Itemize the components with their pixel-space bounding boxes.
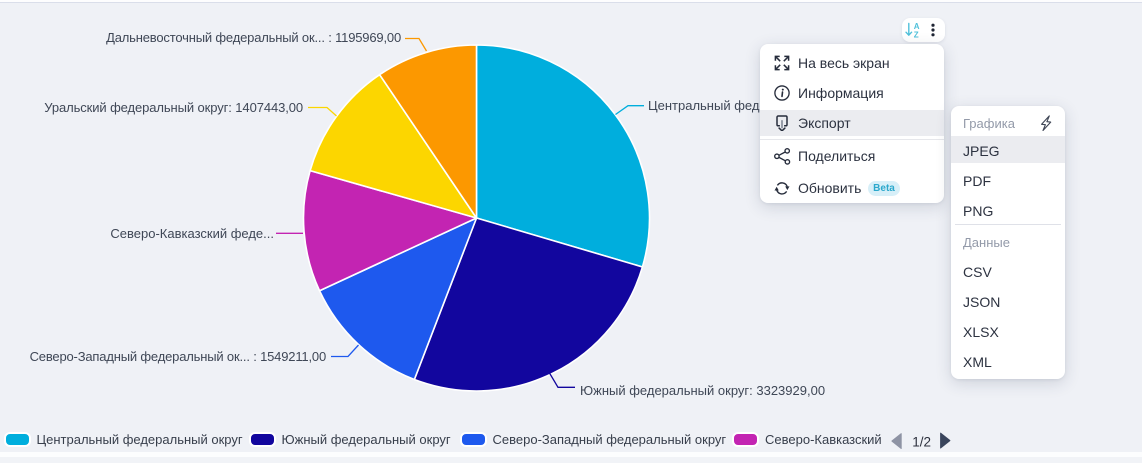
svg-text:A: A bbox=[914, 22, 920, 31]
svg-text:1/2: 1/2 bbox=[912, 435, 931, 450]
svg-text:Z: Z bbox=[914, 31, 919, 40]
